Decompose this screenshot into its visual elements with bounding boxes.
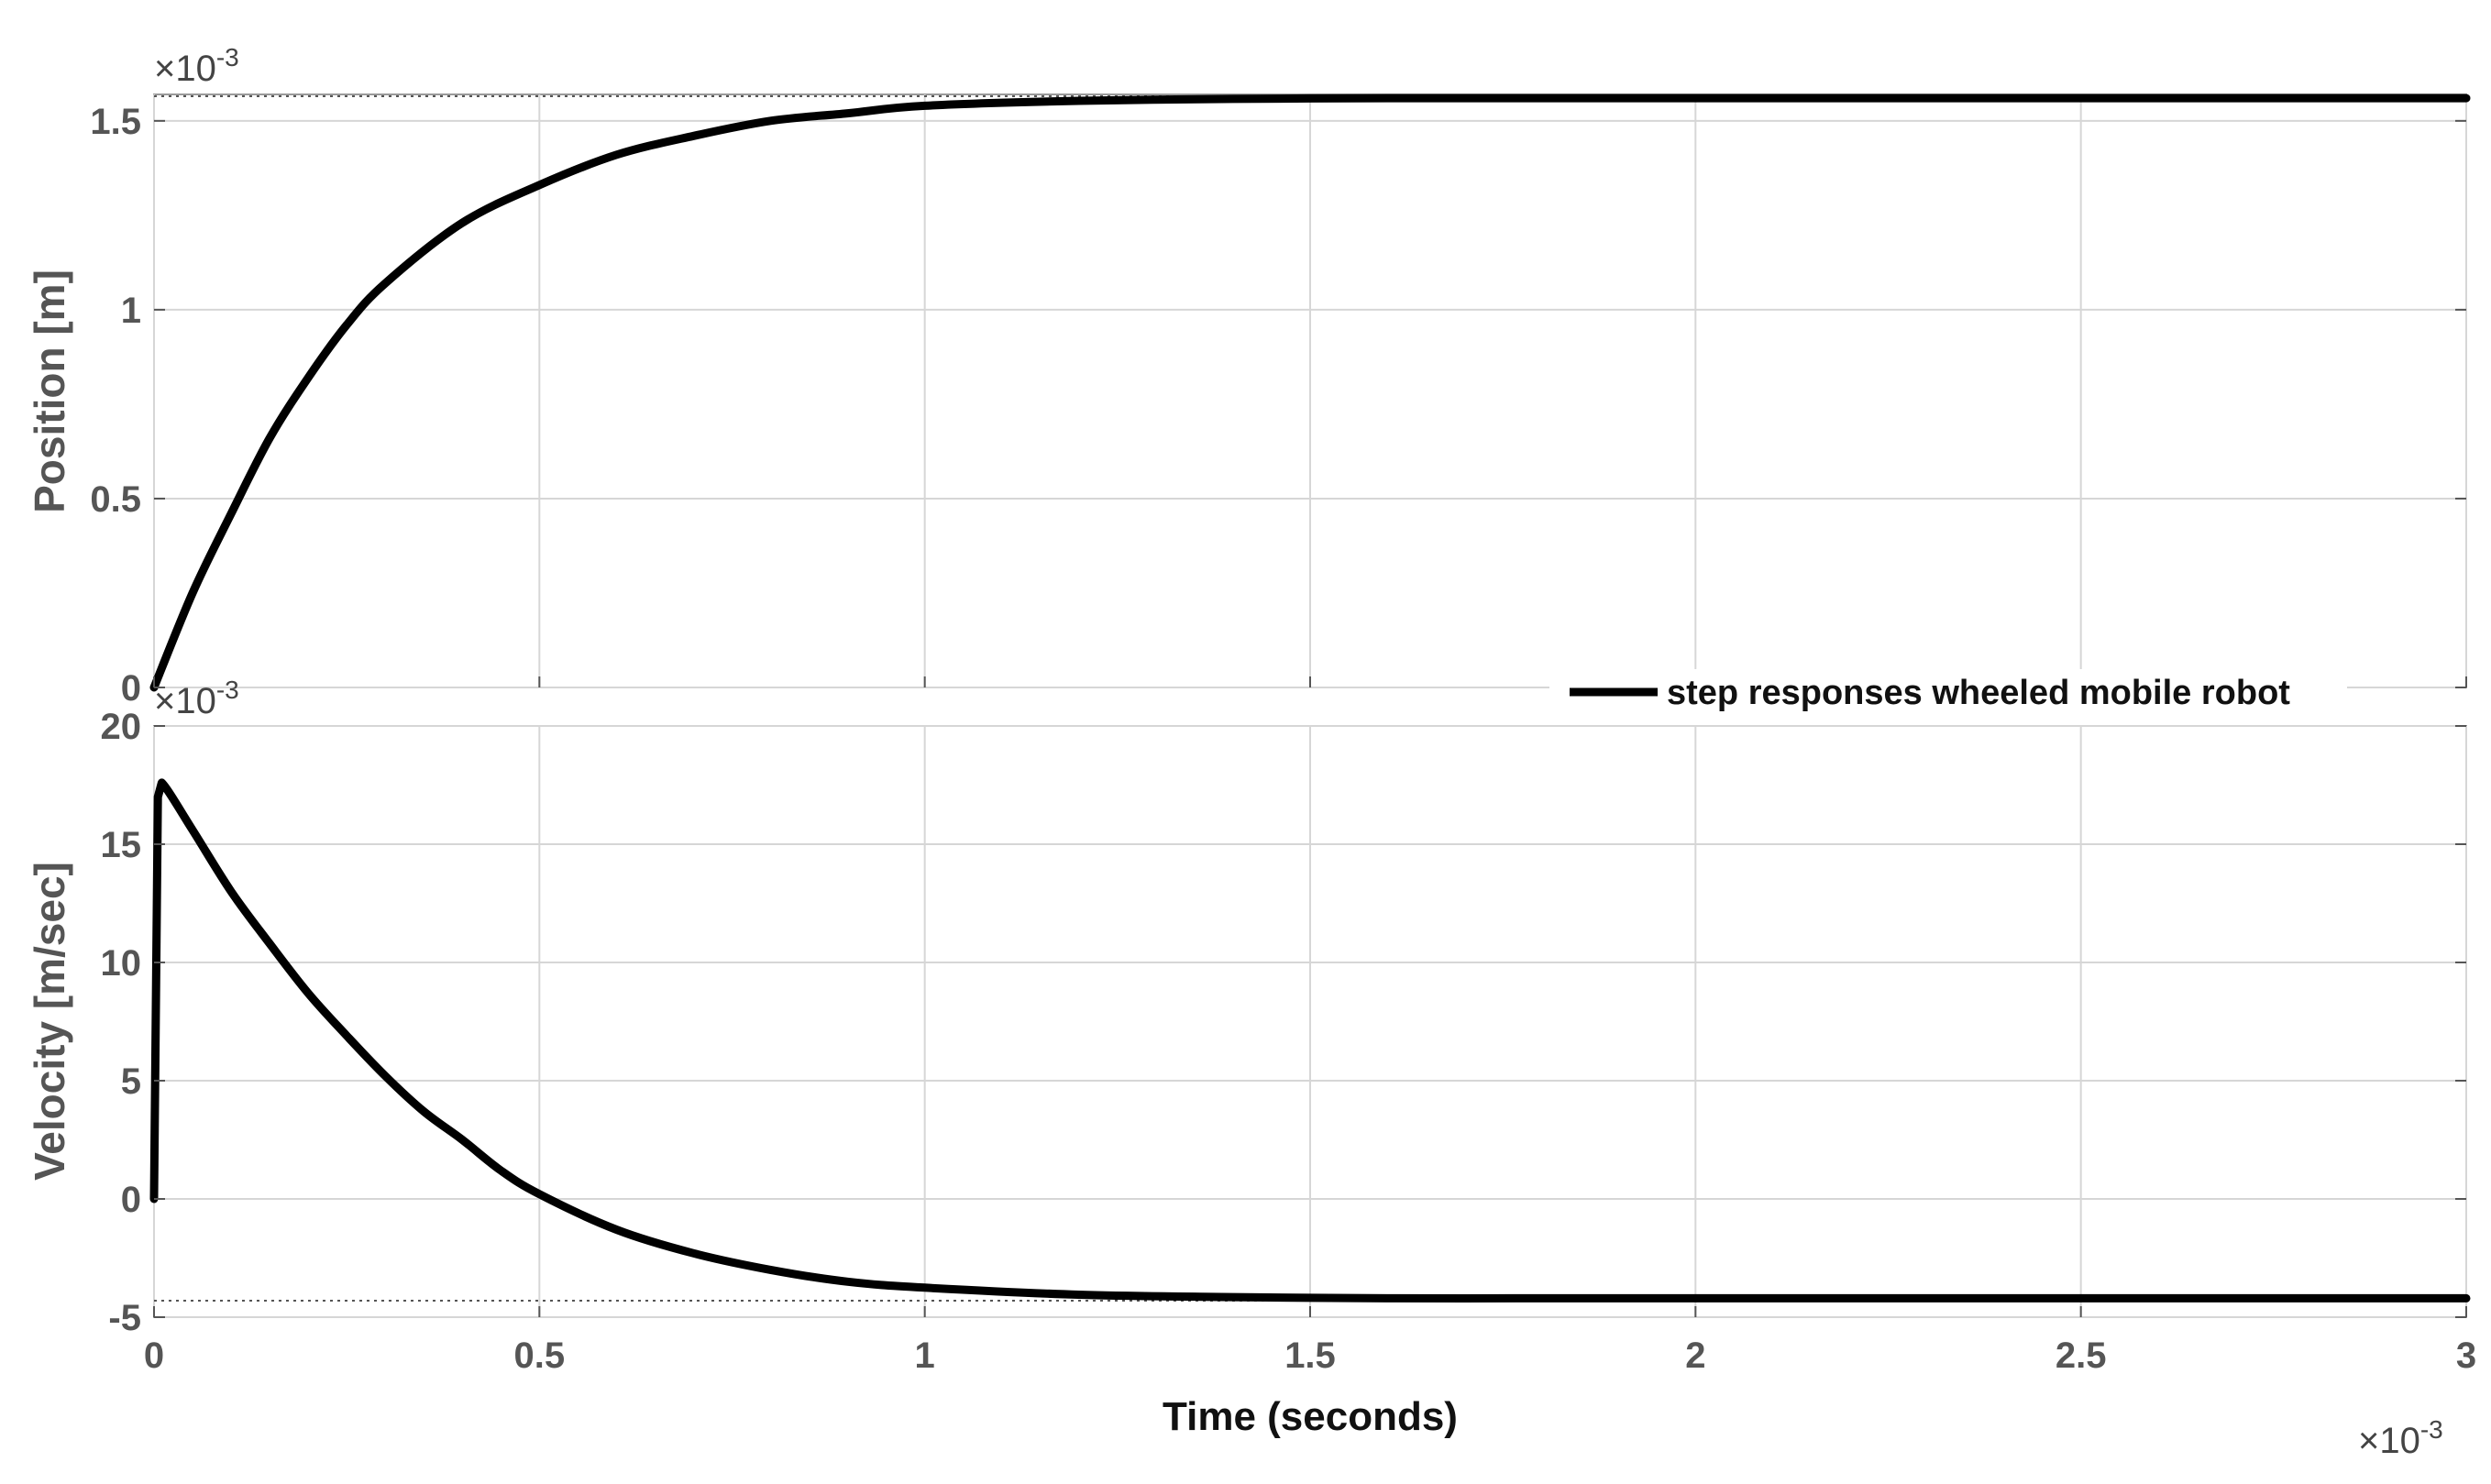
xtick-label: 1.5 <box>1284 1336 1336 1376</box>
position-y-exponent: ×10-3 <box>154 43 239 89</box>
x-axis-label: Time (seconds) <box>1163 1394 1458 1439</box>
position-grid <box>153 94 2467 688</box>
velocity-ytick-label: -5 <box>108 1298 141 1338</box>
position-y-ticks: 0 0.5 1 1.5 <box>90 102 2466 709</box>
position-y-axis-label: Position [m] <box>26 269 73 513</box>
position-series-line <box>149 93 2471 692</box>
xtick-label: 3 <box>2456 1336 2476 1376</box>
velocity-ytick-label: 5 <box>121 1061 141 1102</box>
velocity-y-axis-label: Velocity [m/sec] <box>26 862 73 1181</box>
position-ytick-label: 1 <box>121 291 141 331</box>
legend: step responses wheeled mobile robot <box>1549 669 2347 715</box>
position-ytick-label: 0.5 <box>90 479 141 520</box>
velocity-ytick-label: 0 <box>121 1180 141 1220</box>
velocity-series-line <box>149 778 2471 1303</box>
velocity-y-exponent: ×10-3 <box>154 676 239 721</box>
velocity-ytick-label: 10 <box>101 943 142 984</box>
velocity-ytick-label: 20 <box>101 707 142 747</box>
xtick-label: 2 <box>1685 1336 1705 1376</box>
xtick-label: 2.5 <box>2056 1336 2107 1376</box>
legend-label: step responses wheeled mobile robot <box>1667 674 2290 712</box>
xtick-label: 0.5 <box>514 1336 566 1376</box>
legend-box <box>1549 669 2347 715</box>
velocity-x-ticks: 0 0.5 1 1.5 2 2.5 3 <box>144 1306 2476 1376</box>
velocity-y-ticks: -5 0 5 10 15 20 <box>101 707 2466 1338</box>
xtick-label: 1 <box>915 1336 935 1376</box>
velocity-ytick-label: 15 <box>101 825 142 865</box>
position-ytick-label: 0 <box>121 668 141 709</box>
position-ytick-label: 1.5 <box>90 102 141 142</box>
x-exponent: ×10-3 <box>2358 1415 2443 1461</box>
xtick-label: 0 <box>144 1336 164 1376</box>
position-panel: 0 0.5 1 1.5 ×10-3 Position [m] <box>26 43 2471 709</box>
